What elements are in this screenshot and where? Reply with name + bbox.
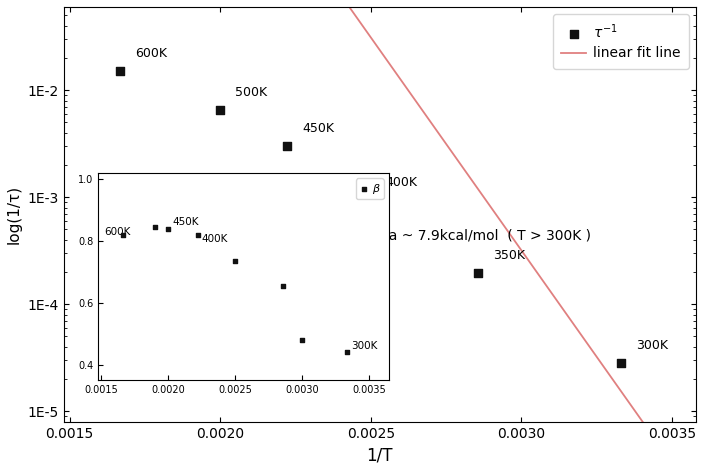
Text: 300K: 300K	[637, 340, 669, 352]
Text: 600K: 600K	[135, 48, 167, 60]
Point	[472, 269, 484, 277]
Legend: $\tau^{-1}$, linear fit line: $\tau^{-1}$, linear fit line	[553, 14, 689, 69]
Text: 500K: 500K	[235, 86, 268, 99]
Text: 450K: 450K	[302, 122, 334, 135]
Text: Ea ~ 7.9kcal/mol  ( T > 300K ): Ea ~ 7.9kcal/mol ( T > 300K )	[380, 228, 591, 242]
X-axis label: 1/T: 1/T	[366, 446, 393, 464]
Point	[114, 68, 126, 75]
Point	[215, 106, 226, 114]
Point	[616, 360, 627, 367]
Y-axis label: log(1/τ): log(1/τ)	[7, 185, 22, 244]
Point	[282, 142, 293, 150]
Point	[365, 196, 376, 203]
Text: 400K: 400K	[385, 176, 418, 189]
Text: 350K: 350K	[493, 249, 525, 262]
